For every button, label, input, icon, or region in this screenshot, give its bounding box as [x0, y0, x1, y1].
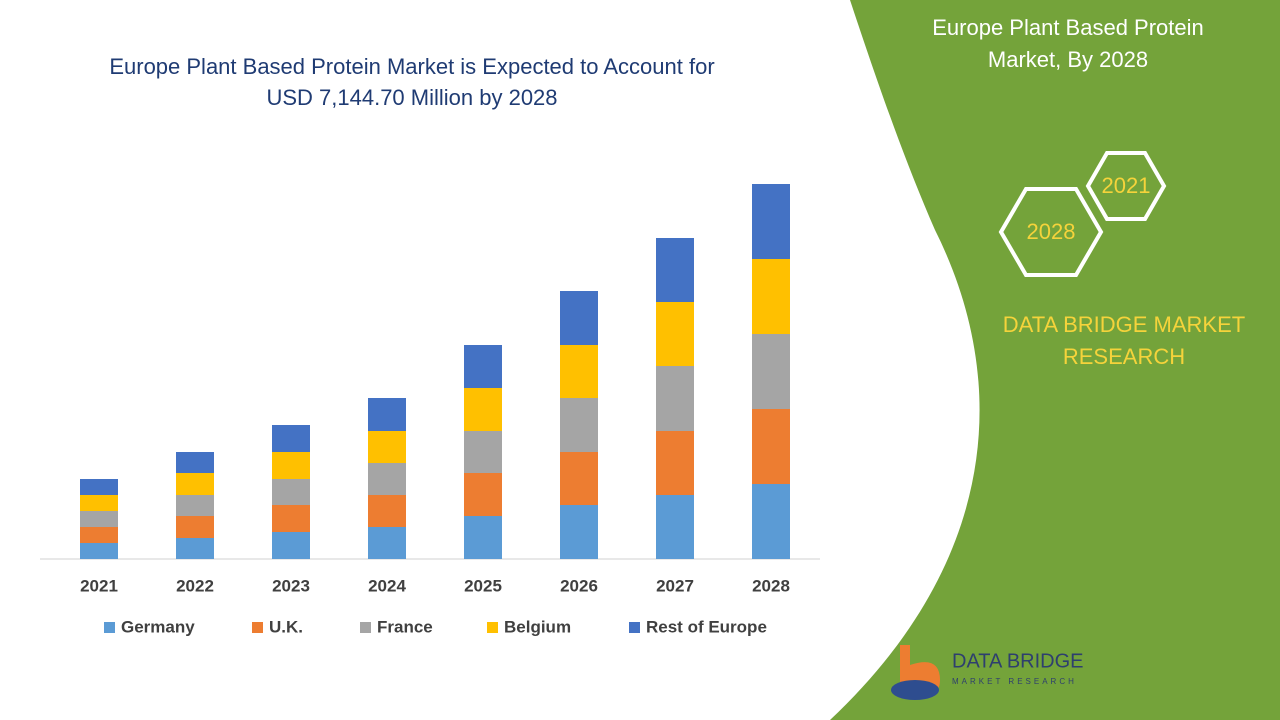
green-panel — [830, 0, 1280, 720]
bar-segment — [464, 431, 502, 473]
legend-label: Belgium — [504, 617, 571, 636]
bar-segment — [656, 302, 694, 366]
legend-swatch — [104, 622, 115, 633]
hexagon — [998, 187, 1104, 277]
brand-text: DATA BRIDGE MARKET — [1003, 312, 1245, 337]
legend-swatch — [629, 622, 640, 633]
bar-segment — [80, 527, 118, 543]
x-tick-label: 2028 — [752, 576, 790, 595]
hex-label: 2028 — [1027, 219, 1076, 244]
logo-subtext: MARKET RESEARCH — [952, 677, 1077, 686]
logo-text: DATA BRIDGE — [952, 650, 1084, 672]
bar-segment — [560, 452, 598, 505]
x-tick-label: 2027 — [656, 576, 694, 595]
legend-label: France — [377, 617, 433, 636]
bar-segment — [560, 291, 598, 345]
bar-segment — [752, 259, 790, 334]
legend-swatch — [487, 622, 498, 633]
bar-segment — [80, 511, 118, 527]
legend-swatch — [252, 622, 263, 633]
chart-title: USD 7,144.70 Million by 2028 — [266, 85, 557, 110]
bar-segment — [272, 532, 310, 559]
brand-text: RESEARCH — [1063, 344, 1185, 369]
hex-label: 2021 — [1102, 173, 1151, 198]
bar-segment — [80, 479, 118, 495]
panel-title: Market, By 2028 — [988, 47, 1148, 72]
legend-label: U.K. — [269, 617, 303, 636]
x-tick-label: 2026 — [560, 576, 598, 595]
bar-segment — [752, 484, 790, 559]
bar-segment — [752, 334, 790, 409]
bar-segment — [272, 452, 310, 479]
legend-label: Germany — [121, 617, 195, 636]
bar-segment — [368, 431, 406, 463]
x-tick-label: 2022 — [176, 576, 214, 595]
bar-segment — [176, 452, 214, 473]
bar-segment — [176, 495, 214, 516]
bar-segment — [656, 431, 694, 495]
bar-segment — [176, 516, 214, 538]
bar-segment — [80, 543, 118, 559]
bar-segment — [368, 398, 406, 431]
bar-segment — [656, 238, 694, 302]
bar-segment — [560, 398, 598, 452]
bar-segment — [752, 409, 790, 484]
chart-title: Europe Plant Based Protein Market is Exp… — [109, 54, 714, 79]
x-tick-label: 2021 — [80, 576, 118, 595]
legend-swatch — [360, 622, 371, 633]
logo-mark — [891, 680, 939, 700]
bar-segment — [752, 184, 790, 259]
x-tick-label: 2024 — [368, 576, 406, 595]
bar-segment — [656, 366, 694, 431]
bar-segment — [464, 516, 502, 559]
bar-segment — [464, 345, 502, 388]
x-tick-label: 2025 — [464, 576, 502, 595]
bar-segment — [560, 345, 598, 398]
bar-segment — [176, 473, 214, 495]
bar-segment — [464, 388, 502, 431]
bar-segment — [368, 527, 406, 559]
bar-segment — [368, 495, 406, 527]
x-tick-label: 2023 — [272, 576, 310, 595]
panel-title: Europe Plant Based Protein — [932, 15, 1204, 40]
bar-segment — [80, 495, 118, 511]
bar-segment — [272, 479, 310, 505]
bar-segment — [560, 505, 598, 559]
hexagon — [1085, 151, 1167, 221]
bar-segment — [656, 495, 694, 559]
legend-label: Rest of Europe — [646, 617, 767, 636]
bar-segment — [368, 463, 406, 495]
bar-segment — [272, 425, 310, 452]
logo: DATA BRIDGE MARKET RESEARCH — [891, 645, 1084, 700]
bar-segment — [176, 538, 214, 559]
bar-segment — [464, 473, 502, 516]
bar-segment — [272, 505, 310, 532]
